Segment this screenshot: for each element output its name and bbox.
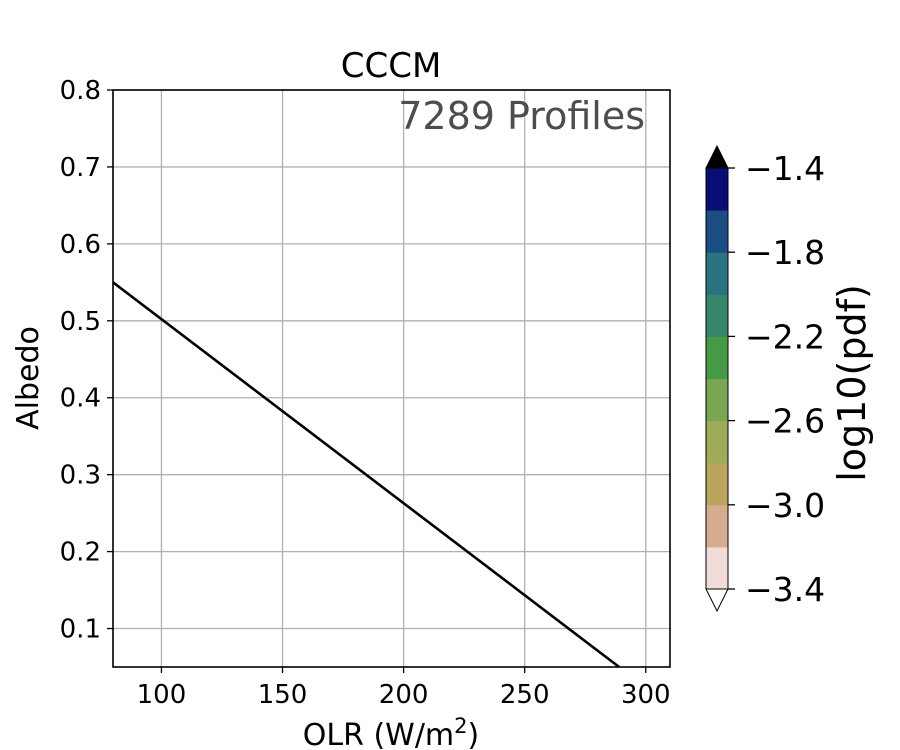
- colorbar-segment: [706, 210, 728, 253]
- x-tick-label: 250: [500, 680, 550, 710]
- colorbar-segment: [706, 546, 728, 590]
- y-tick-label: 0.8: [60, 76, 101, 106]
- colorbar-tick-label: −1.4: [745, 149, 825, 188]
- colorbar-label: log10(pdf): [830, 284, 874, 482]
- colorbar-tick-label: −2.6: [745, 402, 825, 441]
- colorbar-tick-label: −1.8: [745, 233, 825, 272]
- colorbar-tick-label: −3.4: [745, 570, 825, 609]
- profile-count-annotation: 7289 Profiles: [398, 94, 645, 138]
- x-axis: 100 150 200 250 300: [137, 667, 671, 710]
- x-axis-label: OLR (W/m2): [303, 714, 480, 750]
- grid: [113, 89, 670, 667]
- colorbar-frame: [705, 167, 729, 590]
- colorbar: −1.4 −1.8 −2.2 −2.6 −3.0 −3.4: [705, 144, 825, 613]
- colorbar-extend-min: [705, 588, 729, 613]
- chart-title: CCCM: [341, 46, 442, 86]
- colorbar-extend-max: [705, 144, 729, 169]
- y-tick-label: 0.4: [60, 384, 101, 414]
- y-tick-label: 0.7: [60, 153, 101, 183]
- x-tick-label: 300: [621, 680, 671, 710]
- x-tick-label: 200: [379, 680, 429, 710]
- y-tick-label: 0.1: [60, 615, 101, 645]
- colorbar-segment: [706, 252, 728, 295]
- colorbar-segment: [706, 504, 728, 548]
- series-layer: [112, 281, 620, 669]
- y-tick-label: 0.3: [60, 461, 101, 491]
- y-tick-label: 0.6: [60, 230, 101, 260]
- colorbar-segment: [706, 462, 728, 506]
- colorbar-segment: [706, 420, 728, 464]
- colorbar-tick-label: −2.2: [745, 317, 825, 356]
- x-tick-label: 150: [258, 680, 308, 710]
- y-axis: 0.1 0.2 0.3 0.4 0.5 0.6 0.7 0.8: [60, 76, 113, 645]
- y-axis-label: Albedo: [11, 326, 46, 430]
- y-tick-label: 0.2: [60, 538, 101, 568]
- colorbar-segment: [706, 294, 728, 337]
- colorbar-segment: [706, 378, 728, 422]
- x-tick-label: 100: [137, 680, 187, 710]
- plot-frame: [112, 89, 671, 668]
- colorbar-segment: [706, 168, 728, 211]
- y-tick-label: 0.5: [60, 307, 101, 337]
- series-line: [112, 281, 620, 669]
- colorbar-tick-label: −3.0: [745, 486, 825, 525]
- colorbar-segment: [706, 336, 728, 379]
